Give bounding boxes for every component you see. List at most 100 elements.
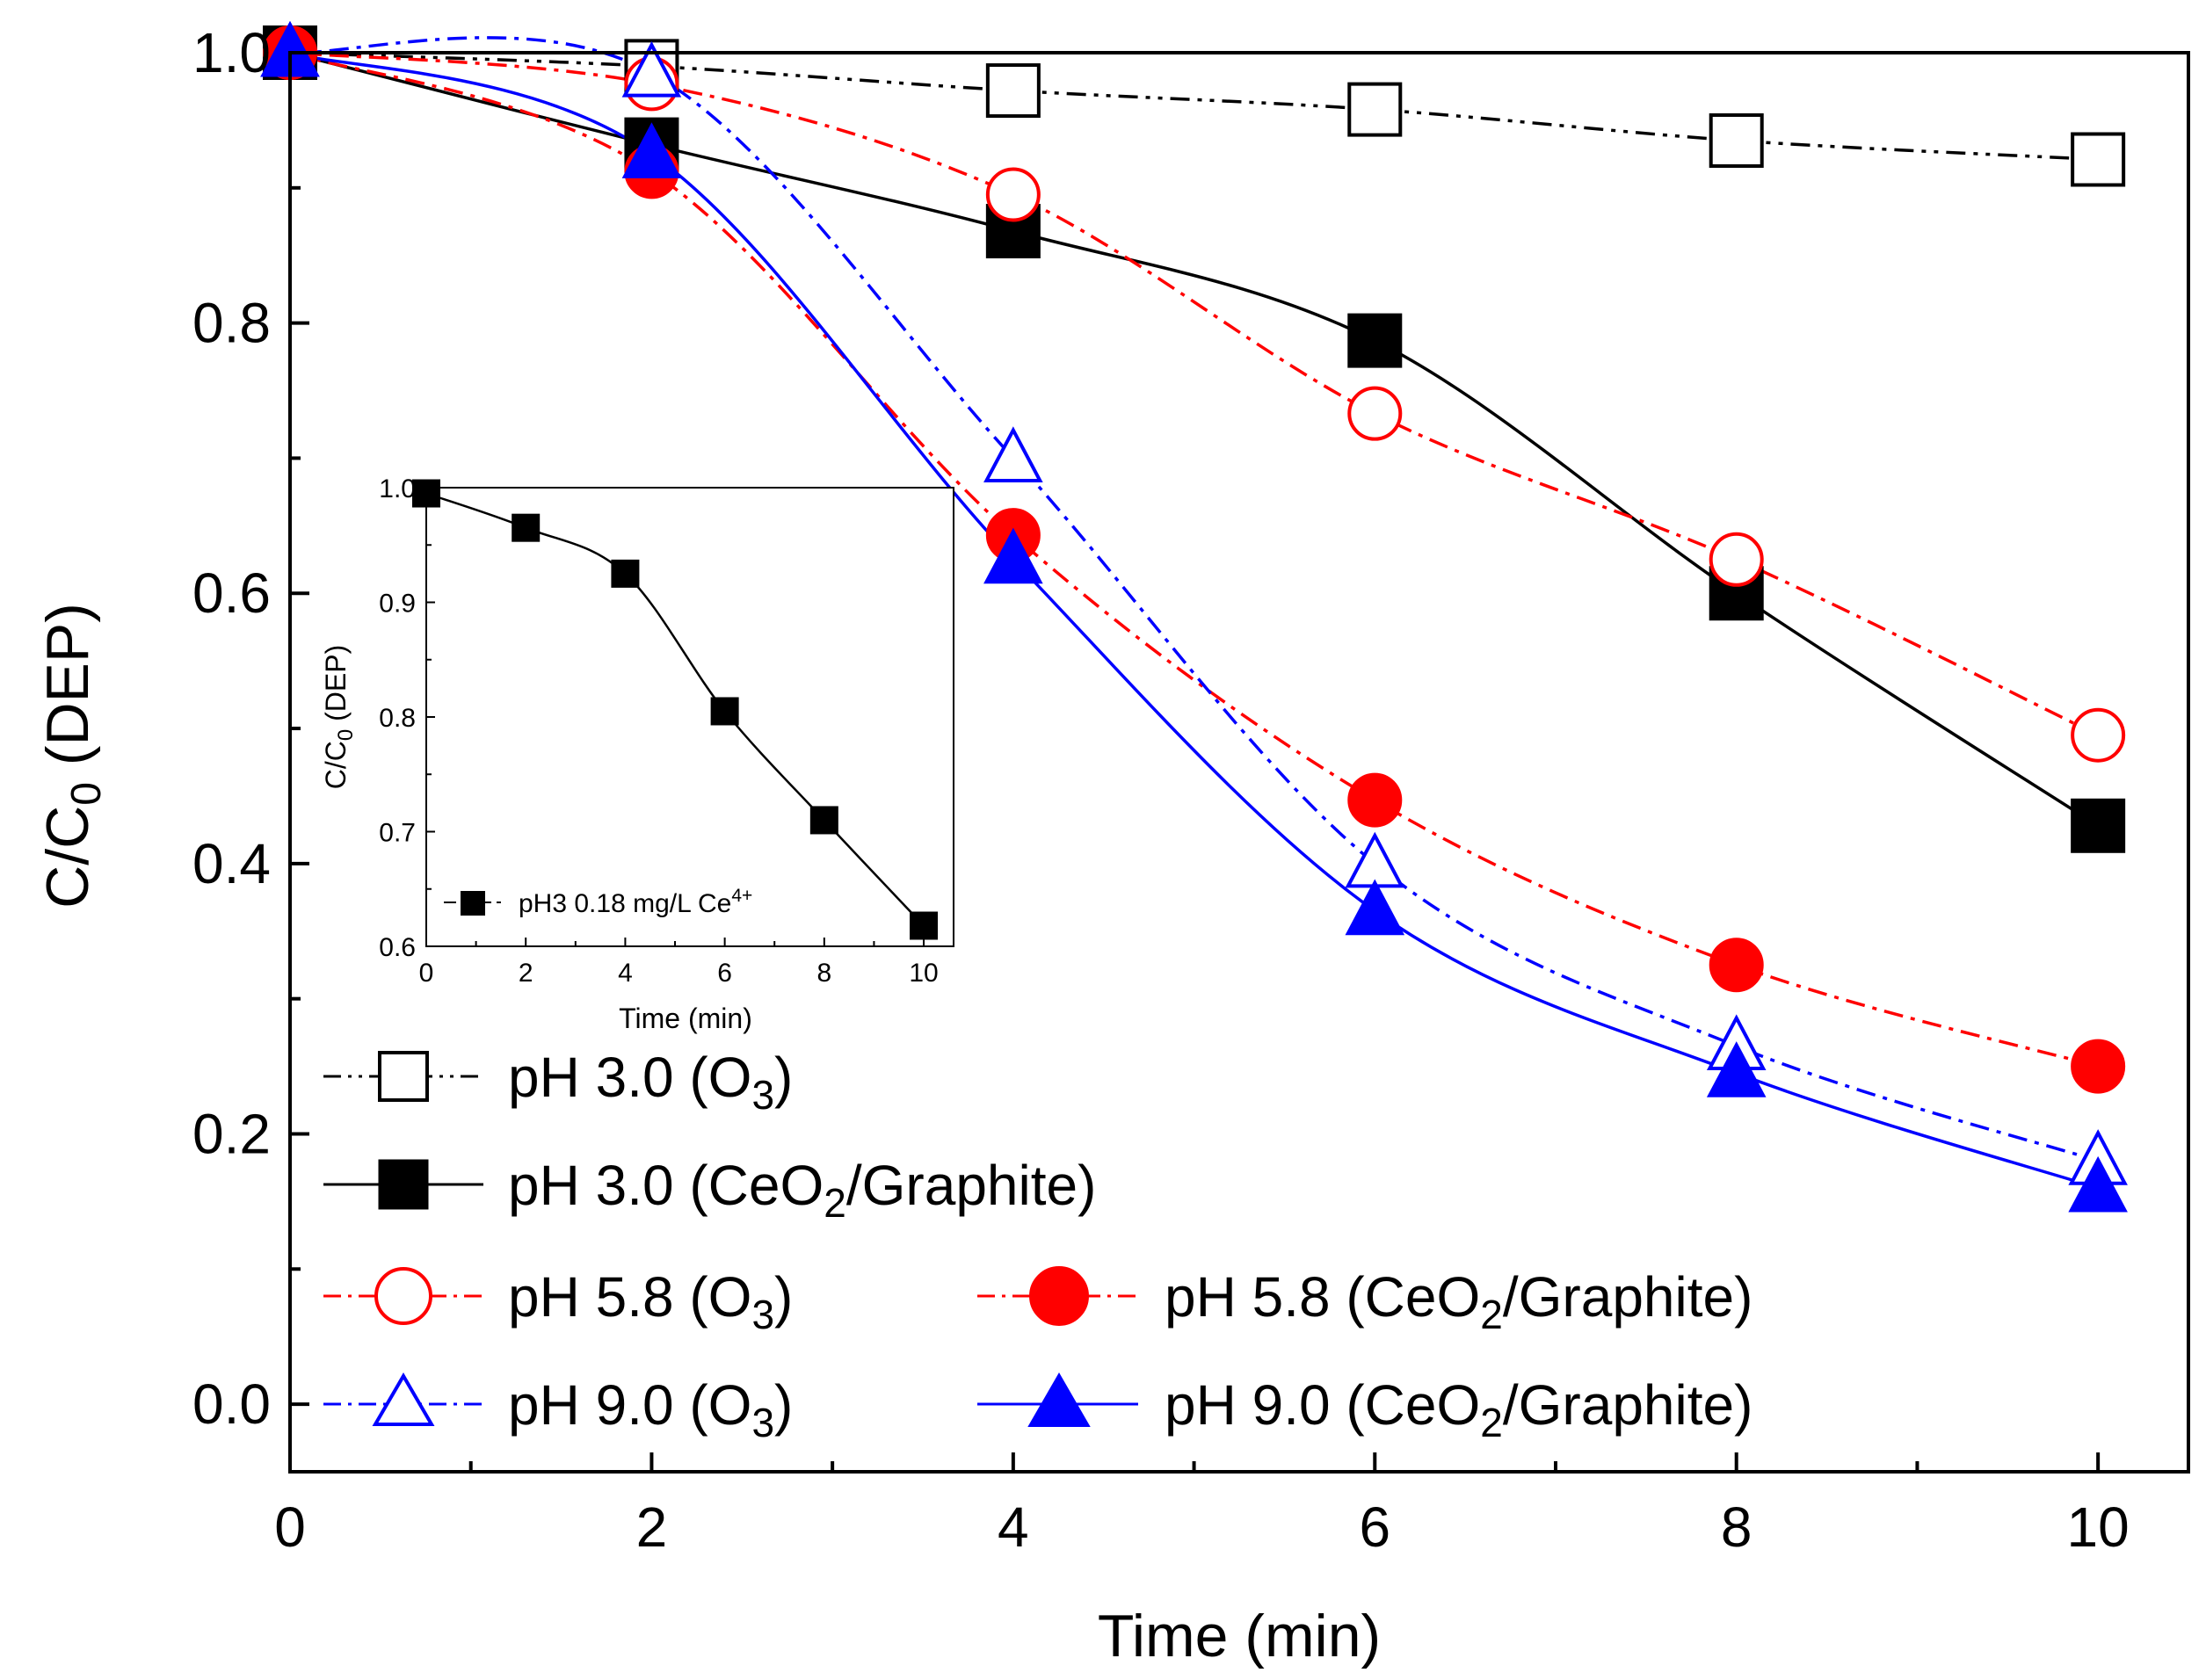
main-point-ph90_ceo2 bbox=[621, 122, 682, 178]
legend-label-ph30-o3-main: pH 3.0 (O bbox=[508, 1046, 751, 1109]
legend-label-ph90-ceo2-tail: /Graphite) bbox=[1503, 1373, 1753, 1437]
inset-y-axis-title-main: C/C bbox=[320, 741, 352, 789]
inset-markers bbox=[412, 479, 939, 940]
legend-label-ph58-ceo2-sub: 2 bbox=[1480, 1292, 1503, 1337]
inset-x-tick-label: 6 bbox=[717, 959, 732, 988]
legend-label-ph58-o3-main: pH 5.8 (O bbox=[508, 1265, 751, 1329]
inset-x-tick-label: 2 bbox=[519, 959, 533, 988]
inset-legend-marker bbox=[461, 891, 485, 916]
inset-chart: 0 2 4 6 8 10 0.6 0.7 0.8 0.9 1.0 Time (min) C/C0 (… bbox=[320, 474, 954, 1034]
inset-y-tick-label: 0.7 bbox=[379, 819, 416, 848]
legend-label-ph90-o3: pH 9.0 (O3) bbox=[508, 1373, 793, 1445]
main-x-tick-label: 0 bbox=[274, 1495, 306, 1559]
main-x-tick-label: 4 bbox=[998, 1495, 1029, 1559]
legend-label-ph30-ceo2: pH 3.0 (CeO2/Graphite) bbox=[508, 1154, 1096, 1226]
main-ticks bbox=[288, 51, 2101, 1472]
legend-marker-ph58-ceo2 bbox=[1029, 1266, 1089, 1326]
legend-entry-ph30-o3: pH 3.0 (O3) bbox=[323, 1046, 793, 1118]
legend-label-ph30-o3: pH 3.0 (O3) bbox=[508, 1046, 793, 1118]
main-line-ph30_ceo2 bbox=[289, 51, 2100, 828]
main-x-tick-label: 6 bbox=[1359, 1495, 1390, 1559]
main-line-ph58_o3 bbox=[289, 51, 2099, 737]
inset-x-tick-label: 4 bbox=[618, 959, 633, 988]
legend-label-ph58-o3-sub: 3 bbox=[751, 1292, 774, 1337]
main-point-ph90_o3 bbox=[621, 40, 682, 98]
inset-y-tick-label: 0.8 bbox=[379, 704, 416, 733]
main-y-tick-label: 0.0 bbox=[192, 1372, 271, 1436]
main-point-ph30_o3 bbox=[2071, 132, 2126, 187]
main-y-tick-label: 0.8 bbox=[192, 292, 271, 355]
legend-label-ph58-ceo2-tail: /Graphite) bbox=[1503, 1265, 1753, 1329]
legend-label-ph30-o3-sub: 3 bbox=[751, 1072, 774, 1118]
main-y-tick-label: 0.4 bbox=[192, 832, 271, 895]
main-point-ph30_o3 bbox=[985, 63, 1041, 119]
main-point-ph30_ceo2 bbox=[2071, 798, 2126, 853]
inset-y-tick-label: 0.6 bbox=[379, 933, 416, 962]
inset-legend-label-sup: 4+ bbox=[731, 886, 752, 906]
legend-label-ph58-o3-tail: ) bbox=[774, 1265, 793, 1329]
main-point-ph58_o3 bbox=[1709, 532, 1764, 587]
legend-label-ph58-ceo2: pH 5.8 (CeO2/Graphite) bbox=[1165, 1265, 1752, 1337]
main-plot-frame bbox=[288, 51, 2190, 1474]
legend-entry-ph58-o3: pH 5.8 (O3) bbox=[323, 1265, 793, 1337]
main-point-ph90_ceo2 bbox=[1345, 879, 1405, 936]
legend-marker-ph58-o3 bbox=[374, 1267, 432, 1325]
inset-ticks bbox=[425, 487, 925, 947]
legend-label-ph58-ceo2-main: pH 5.8 (CeO bbox=[1165, 1265, 1480, 1329]
main-x-axis-title: Time (min) bbox=[1098, 1603, 1381, 1669]
inset-y-axis-title-suffix: (DEP) bbox=[320, 645, 352, 729]
legend-label-ph30-o3-tail: ) bbox=[774, 1046, 793, 1109]
inset-legend: pH3 0.18 mg/L Ce4+ bbox=[444, 886, 752, 918]
legend-label-ph58-o3: pH 5.8 (O3) bbox=[508, 1265, 793, 1337]
inset-y-tick-label: 1.0 bbox=[379, 474, 416, 503]
inset-background bbox=[426, 488, 954, 946]
legend-label-ph90-o3-tail: ) bbox=[774, 1373, 793, 1437]
legend-marker-ph30-o3 bbox=[378, 1051, 429, 1102]
inset-point-inset_ph3_ce4 bbox=[512, 513, 541, 542]
main-x-tick-label: 10 bbox=[2067, 1495, 2130, 1559]
inset-tick-labels: 0 2 4 6 8 10 0.6 0.7 0.8 0.9 1.0 bbox=[379, 474, 938, 988]
legend-label-ph90-ceo2: pH 9.0 (CeO2/Graphite) bbox=[1165, 1373, 1752, 1445]
legend-label-ph90-ceo2-main: pH 9.0 (CeO bbox=[1165, 1373, 1480, 1437]
main-point-ph90_ceo2 bbox=[2068, 1155, 2128, 1213]
main-y-axis-title-main: C/C bbox=[34, 806, 101, 909]
inset-point-inset_ph3_ce4 bbox=[710, 697, 739, 726]
main-line-ph90_o3 bbox=[289, 36, 2099, 1162]
legend-marker-ph90-o3 bbox=[372, 1372, 435, 1426]
main-x-tick-label: 8 bbox=[1721, 1495, 1752, 1559]
legend-label-ph30-ceo2-sub: 2 bbox=[824, 1180, 846, 1226]
legend-label-ph90-o3-main: pH 9.0 (O bbox=[508, 1373, 751, 1437]
main-y-axis-title-sub: 0 bbox=[63, 782, 110, 806]
main-chart: 0 2 4 6 8 10 0.0 0.2 0.4 0.6 0.8 1.0 Time (min) C/C… bbox=[34, 20, 2190, 1669]
legend-marker-ph30-ceo2 bbox=[378, 1159, 429, 1210]
main-point-ph58_ceo2 bbox=[1709, 938, 1764, 993]
main-line-ph58_ceo2 bbox=[289, 51, 2099, 1068]
main-y-axis-title-suffix: (DEP) bbox=[34, 603, 101, 782]
main-point-ph58_o3 bbox=[985, 167, 1041, 222]
main-y-axis-title: C/C0 (DEP) bbox=[34, 603, 110, 909]
inset-x-tick-label: 8 bbox=[816, 959, 831, 988]
inset-x-tick-label: 0 bbox=[419, 959, 434, 988]
main-tick-labels: 0 2 4 6 8 10 0.0 0.2 0.4 0.6 0.8 1.0 bbox=[192, 21, 2130, 1559]
main-point-ph90_ceo2 bbox=[983, 527, 1043, 584]
main-point-ph58_o3 bbox=[1347, 386, 1403, 441]
main-point-ph30_o3 bbox=[1347, 82, 1403, 137]
legend-entry-ph90-ceo2: pH 9.0 (CeO2/Graphite) bbox=[977, 1372, 1752, 1445]
main-y-tick-label: 0.2 bbox=[192, 1102, 271, 1165]
inset-legend-label: pH3 0.18 mg/L Ce4+ bbox=[519, 886, 752, 918]
legend-entry-ph30-ceo2: pH 3.0 (CeO2/Graphite) bbox=[323, 1154, 1096, 1226]
legend-label-ph30-ceo2-tail: /Graphite) bbox=[846, 1154, 1097, 1217]
inset-x-axis-title: Time (min) bbox=[619, 1003, 752, 1034]
inset-point-inset_ph3_ce4 bbox=[910, 911, 939, 940]
main-point-ph90_o3 bbox=[983, 426, 1043, 482]
inset-x-tick-label: 10 bbox=[909, 959, 938, 988]
inset-y-tick-label: 0.9 bbox=[379, 590, 416, 619]
legend-entry-ph90-o3: pH 9.0 (O3) bbox=[323, 1372, 793, 1445]
legend-entry-ph58-ceo2: pH 5.8 (CeO2/Graphite) bbox=[977, 1265, 1752, 1337]
main-legend: pH 3.0 (O3) pH 3.0 (CeO2/Graphite) pH 5.… bbox=[323, 1046, 1752, 1445]
main-y-tick-label: 1.0 bbox=[192, 21, 271, 84]
inset-y-axis-title: C/C0 (DEP) bbox=[320, 645, 358, 789]
inset-point-inset_ph3_ce4 bbox=[611, 559, 640, 588]
